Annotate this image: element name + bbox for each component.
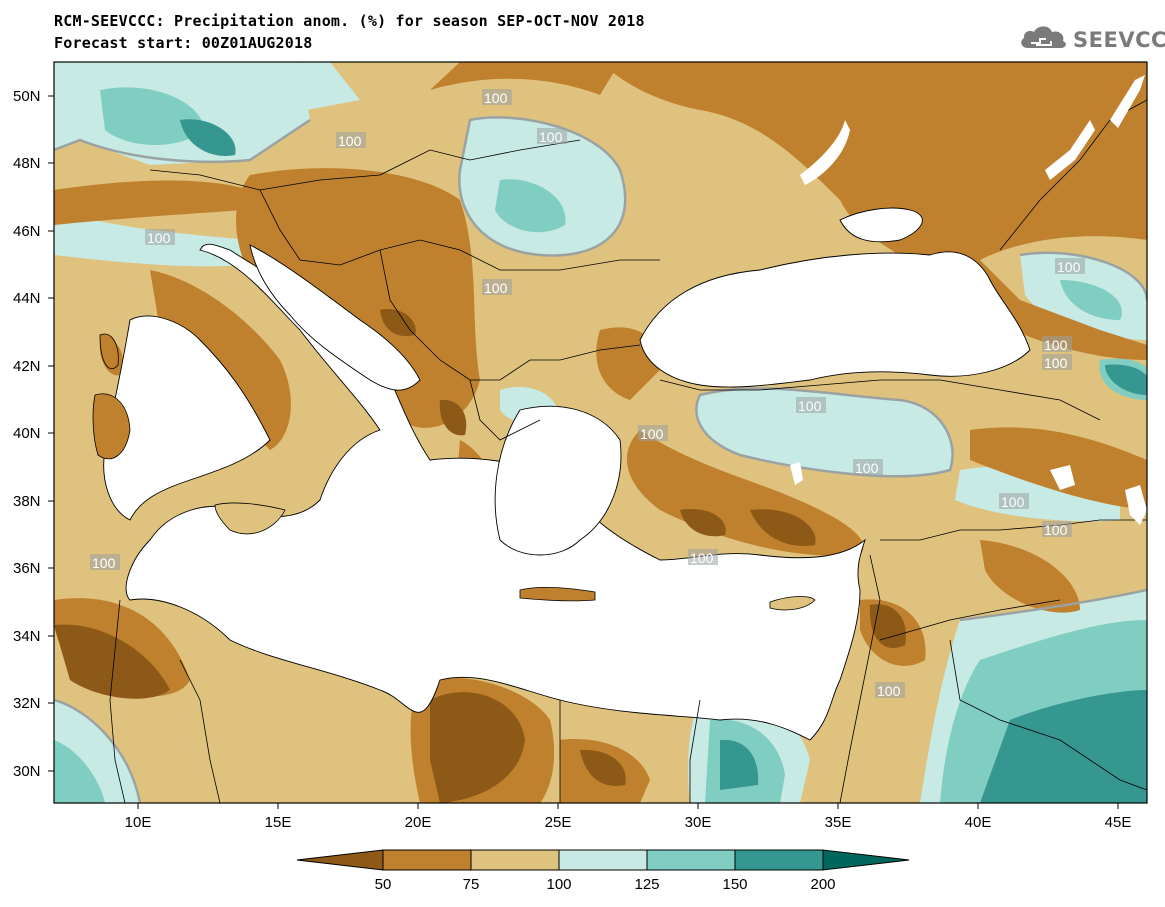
colorbar-swatch [296,849,384,871]
svg-text:100: 100 [798,398,822,414]
contour-labels: 100 100 100 100 100 100 100 100 100 100 … [90,89,1085,699]
corsica [99,333,119,370]
colorbar [296,849,910,871]
lat-tick-label: 30N [13,763,41,780]
colorbar-tick-label: 50 [375,876,392,893]
colorbar-swatch [646,849,736,871]
colorbar-ticks: 50 75 100 125 150 200 [375,876,836,893]
colorbar-tick-label: 125 [634,876,659,893]
colorbar-swatch [822,849,910,871]
lon-tick-label: 15E [265,814,292,831]
islands [92,333,816,611]
aegean-sea [494,405,622,556]
lat-tick-label: 40N [13,425,41,442]
contour-label: 100 [145,229,175,246]
lon-tick-label: 20E [405,814,432,831]
field-150-200 [180,119,1147,803]
contour-label: 100 [1055,258,1085,275]
colorbar-swatch [734,849,824,871]
svg-text:100: 100 [1044,355,1068,371]
colorbar-swatch [470,849,560,871]
sicily [214,502,286,535]
svg-text:100: 100 [877,683,901,699]
map-field: 100 100 100 100 100 100 100 100 100 100 … [54,62,1147,803]
cloud-icon [1021,26,1066,48]
svg-text:100: 100 [539,129,563,145]
contour-label: 100 [853,459,883,476]
latitude-axis: 50N 48N 46N 44N 42N 40N 38N 36N 34N 32N … [13,88,54,780]
contour-label: 100 [1042,521,1072,538]
contour-label: 100 [688,549,718,566]
contour-label: 100 [796,397,826,414]
lon-tick-label: 35E [825,814,852,831]
contour-label: 100 [875,682,905,699]
contour-label: 100 [90,554,120,571]
svg-text:100: 100 [640,426,664,442]
svg-text:100: 100 [1057,259,1081,275]
lon-tick-label: 40E [965,814,992,831]
adriatic-sea [249,244,421,391]
contour-100-lines [54,116,1147,803]
lon-tick-label: 10E [125,814,152,831]
azov-sea [839,207,923,243]
colorbar-tick-label: 100 [546,876,571,893]
contour-label: 100 [537,128,567,145]
svg-text:100: 100 [1044,337,1068,353]
seevccc-logo: SEEVCCC [1018,22,1165,56]
lat-tick-label: 36N [13,560,41,577]
lon-tick-label: 25E [545,814,572,831]
svg-text:100: 100 [92,555,116,571]
map-title: RCM-SEEVCCC: Precipitation anom. (%) for… [54,12,645,30]
contour-label: 100 [482,279,512,296]
contour-label: 100 [999,493,1029,510]
cyprus [769,596,816,611]
svg-text:100: 100 [855,460,879,476]
colorbar-tick-label: 150 [722,876,747,893]
lat-tick-label: 46N [13,223,41,240]
contour-label: 100 [336,132,366,149]
svg-text:100: 100 [1001,494,1025,510]
lat-tick-label: 50N [13,88,41,105]
country-borders [109,99,1147,803]
water-bodies [790,75,1147,525]
colorbar-tick-label: 200 [810,876,835,893]
svg-text:100: 100 [484,90,508,106]
colorbar-tick-label: 75 [463,876,480,893]
svg-text:100: 100 [690,550,714,566]
field-below-50 [54,309,906,803]
lat-tick-label: 48N [13,155,41,172]
logo-text: SEEVCCC [1073,28,1165,52]
sardinia [92,393,131,460]
lat-tick-label: 42N [13,358,41,375]
svg-text:100: 100 [147,230,171,246]
colorbar-swatch [558,849,648,871]
lat-tick-label: 38N [13,493,41,510]
lon-tick-label: 45E [1105,814,1132,831]
contour-label: 100 [1042,336,1072,353]
lat-tick-label: 34N [13,628,41,645]
svg-text:100: 100 [338,133,362,149]
crete [519,587,596,602]
contour-label: 100 [1042,354,1072,371]
lat-tick-label: 44N [13,290,41,307]
svg-text:100: 100 [1044,522,1068,538]
contour-label: 100 [638,425,668,442]
svg-text:100: 100 [484,280,508,296]
contour-label: 100 [482,89,512,106]
sea-mask [103,207,1031,741]
longitude-axis: 10E 15E 20E 25E 30E 35E 40E 45E [125,803,1132,831]
lon-tick-label: 30E [685,814,712,831]
black-sea [639,251,1031,388]
lat-tick-label: 32N [13,695,41,712]
colorbar-swatch [382,849,472,871]
forecast-start-label: Forecast start: 00Z01AUG2018 [54,34,313,52]
